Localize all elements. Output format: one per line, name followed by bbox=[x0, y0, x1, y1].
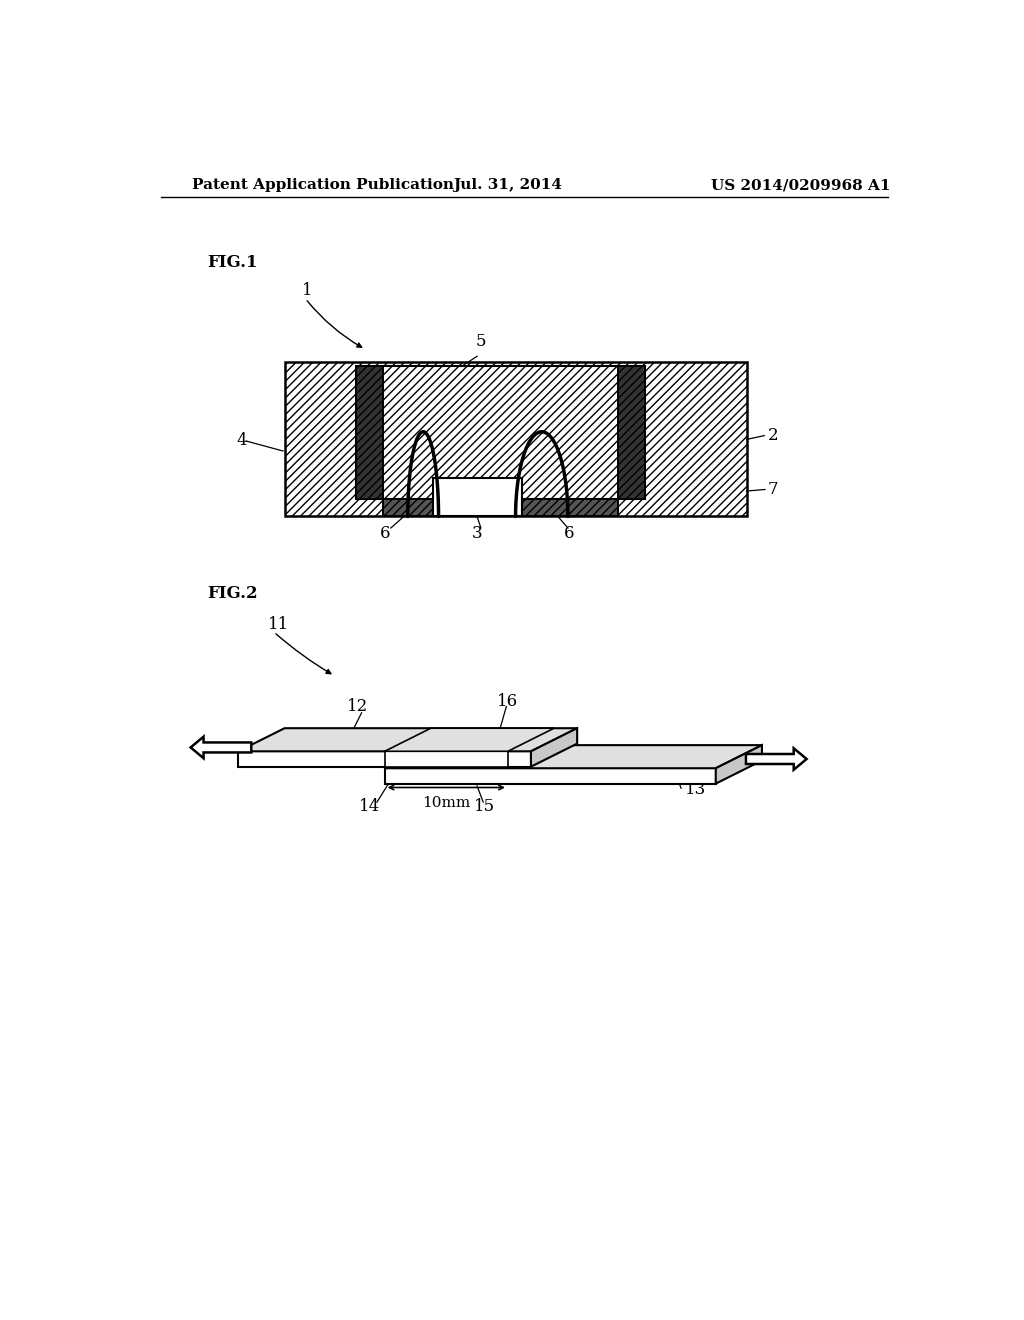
Text: FIG.2: FIG.2 bbox=[208, 585, 258, 602]
Polygon shape bbox=[745, 748, 807, 770]
Polygon shape bbox=[385, 751, 508, 767]
Text: 16: 16 bbox=[498, 693, 518, 710]
Text: Jul. 31, 2014: Jul. 31, 2014 bbox=[454, 178, 562, 193]
Text: FIG.1: FIG.1 bbox=[208, 253, 258, 271]
Polygon shape bbox=[385, 744, 762, 768]
Text: 14: 14 bbox=[358, 799, 380, 816]
Bar bbox=[433, 478, 521, 516]
Polygon shape bbox=[531, 729, 578, 767]
Polygon shape bbox=[385, 729, 554, 751]
Polygon shape bbox=[385, 768, 716, 784]
Bar bbox=[356, 366, 645, 499]
Text: 6: 6 bbox=[564, 525, 574, 543]
Text: 25mm: 25mm bbox=[573, 760, 622, 774]
Text: 1: 1 bbox=[301, 282, 312, 300]
Bar bbox=[617, 366, 645, 499]
Text: 4: 4 bbox=[237, 433, 248, 450]
Bar bbox=[356, 366, 645, 499]
Text: 6: 6 bbox=[380, 525, 390, 543]
Text: 13: 13 bbox=[685, 781, 707, 799]
Text: 15: 15 bbox=[474, 799, 496, 816]
Bar bbox=[356, 366, 383, 499]
Bar bbox=[356, 366, 383, 499]
Bar bbox=[383, 499, 433, 516]
Text: 5: 5 bbox=[476, 333, 486, 350]
Bar bbox=[521, 499, 617, 516]
Text: US 2014/0209968 A1: US 2014/0209968 A1 bbox=[711, 178, 890, 193]
Bar bbox=[383, 499, 433, 516]
Bar bbox=[285, 363, 746, 516]
Polygon shape bbox=[239, 751, 531, 767]
Text: 11: 11 bbox=[267, 615, 289, 632]
Text: 7: 7 bbox=[768, 480, 778, 498]
Polygon shape bbox=[716, 744, 762, 784]
Bar bbox=[617, 366, 645, 499]
Text: Patent Application Publication: Patent Application Publication bbox=[193, 178, 455, 193]
Text: 3: 3 bbox=[472, 525, 482, 543]
Polygon shape bbox=[239, 729, 578, 751]
Text: 2: 2 bbox=[767, 428, 778, 444]
Bar bbox=[521, 499, 617, 516]
Polygon shape bbox=[190, 737, 251, 758]
Text: 12: 12 bbox=[347, 698, 369, 715]
Text: 10mm: 10mm bbox=[422, 796, 470, 810]
